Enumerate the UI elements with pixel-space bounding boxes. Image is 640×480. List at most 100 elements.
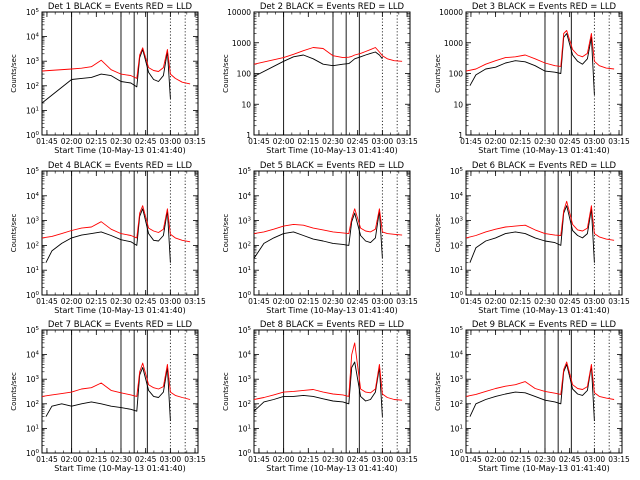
x-tick-label: 02:45 (559, 137, 581, 146)
chart-panel-4: Det 4 BLACK = Events RED = LLD 100 101 102 1… (10, 161, 206, 315)
y-tick-label: 102 (450, 241, 463, 250)
x-tick-label: 02:00 (485, 297, 507, 306)
y-tick-label: 103 (238, 217, 252, 226)
x-axis-title: Start Time (10-May-13 01:41:40) (266, 146, 397, 155)
x-tick-label: 03:15 (396, 455, 418, 464)
series-line-lld (253, 208, 403, 236)
x-tick-label: 02:15 (297, 455, 319, 464)
y-tick-label: 105 (26, 8, 40, 17)
x-axis-title: Start Time (10-May-13 01:41:40) (54, 306, 185, 315)
x-tick-label: 03:15 (184, 137, 206, 146)
y-tick-label: 104 (450, 351, 464, 360)
x-tick-label: 02:45 (559, 297, 581, 306)
chart-panel-3: Det 3 BLACK = Events RED = LLD 1 10 100 1000… (434, 2, 630, 155)
series-line-events (469, 205, 595, 263)
y-tick-label: 101 (238, 424, 251, 433)
y-axis-title: Counts/sec (10, 214, 18, 253)
x-axis-title: Start Time (10-May-13 01:41:40) (266, 306, 397, 315)
series-line-events (45, 208, 171, 263)
y-tick-label: 105 (450, 167, 464, 176)
chart-title: Det 7 BLACK = Events RED = LLD (48, 320, 193, 330)
x-tick-label: 02:15 (509, 455, 531, 464)
plot-frame (41, 329, 199, 454)
x-tick-label: 01:45 (460, 297, 482, 306)
x-tick-label: 03:00 (160, 137, 182, 146)
chart-panel-8: Det 8 BLACK = Events RED = LLD 100 101 102 1… (222, 320, 418, 473)
y-axis-title: Counts/sec (434, 54, 442, 93)
y-tick-label: 100 (238, 291, 252, 300)
chart-panel-2: Det 2 BLACK = Events RED = LLD 1 10 100 1000… (222, 2, 418, 155)
chart-panel-9: Det 9 BLACK = Events RED = LLD 100 101 102 1… (434, 320, 630, 473)
y-axis-title: Counts/sec (222, 54, 230, 93)
y-tick-label: 1 (458, 131, 463, 140)
x-tick-label: 02:30 (534, 455, 556, 464)
plot-frame (41, 11, 199, 136)
x-tick-label: 02:00 (273, 455, 295, 464)
x-tick-label: 03:00 (372, 137, 394, 146)
x-axis-title: Start Time (10-May-13 01:41:40) (478, 146, 609, 155)
x-tick-label: 01:45 (248, 137, 270, 146)
y-tick-label: 104 (450, 192, 464, 201)
series-line-lld (41, 362, 191, 400)
x-tick-label: 02:30 (110, 297, 132, 306)
series-line-lld (465, 200, 615, 241)
series-line-events (41, 49, 171, 104)
y-tick-label: 1000 (444, 39, 463, 48)
x-tick-label: 03:15 (184, 455, 206, 464)
x-tick-label: 02:00 (485, 137, 507, 146)
y-tick-label: 105 (26, 167, 40, 176)
y-tick-label: 1000 (232, 39, 251, 48)
x-tick-label: 02:15 (85, 297, 107, 306)
x-tick-label: 02:15 (297, 137, 319, 146)
series-line-lld (41, 205, 191, 243)
series-line-events (469, 33, 595, 96)
x-tick-label: 01:45 (36, 455, 58, 464)
y-tick-label: 104 (238, 192, 252, 201)
x-tick-label: 02:30 (322, 137, 344, 146)
y-axis-title: Counts/sec (10, 372, 18, 411)
x-axis-title: Start Time (10-May-13 01:41:40) (54, 146, 185, 155)
x-tick-label: 02:00 (61, 137, 83, 146)
x-tick-label: 02:30 (322, 455, 344, 464)
chart-title: Det 9 BLACK = Events RED = LLD (472, 320, 617, 330)
y-tick-label: 105 (450, 326, 464, 335)
plot-frame (465, 329, 623, 454)
y-tick-label: 10000 (227, 8, 251, 17)
y-tick-label: 101 (238, 266, 251, 275)
series-line-lld (465, 30, 615, 72)
y-tick-label: 104 (238, 351, 252, 360)
y-tick-label: 100 (450, 291, 464, 300)
y-tick-label: 101 (450, 424, 463, 433)
x-tick-label: 03:15 (608, 455, 630, 464)
y-tick-label: 100 (450, 449, 464, 458)
y-tick-label: 103 (26, 57, 40, 66)
chart-title: Det 6 BLACK = Events RED = LLD (472, 161, 617, 171)
x-tick-label: 02:30 (110, 137, 132, 146)
y-tick-label: 105 (238, 326, 252, 335)
x-tick-label: 02:15 (509, 137, 531, 146)
plot-frame (465, 11, 623, 136)
y-tick-label: 102 (26, 400, 39, 409)
y-tick-label: 103 (238, 375, 252, 384)
x-tick-label: 03:00 (584, 137, 606, 146)
x-tick-label: 02:15 (85, 455, 107, 464)
y-tick-label: 101 (26, 266, 39, 275)
y-tick-label: 100 (238, 449, 252, 458)
x-tick-label: 02:45 (135, 297, 157, 306)
y-tick-label: 103 (450, 217, 464, 226)
x-tick-label: 02:45 (347, 137, 369, 146)
y-tick-label: 105 (26, 326, 40, 335)
chart-panel-7: Det 7 BLACK = Events RED = LLD 100 101 102 1… (10, 320, 206, 473)
plot-frame (253, 170, 411, 296)
y-tick-label: 100 (26, 291, 40, 300)
x-tick-label: 02:45 (135, 137, 157, 146)
x-tick-label: 02:45 (135, 455, 157, 464)
y-axis-title: Counts/sec (10, 54, 18, 93)
series-line-events (253, 51, 383, 77)
y-tick-label: 102 (238, 400, 251, 409)
y-tick-label: 101 (26, 106, 39, 115)
x-tick-label: 03:00 (372, 297, 394, 306)
plot-frame (253, 329, 411, 454)
x-tick-label: 03:15 (184, 297, 206, 306)
